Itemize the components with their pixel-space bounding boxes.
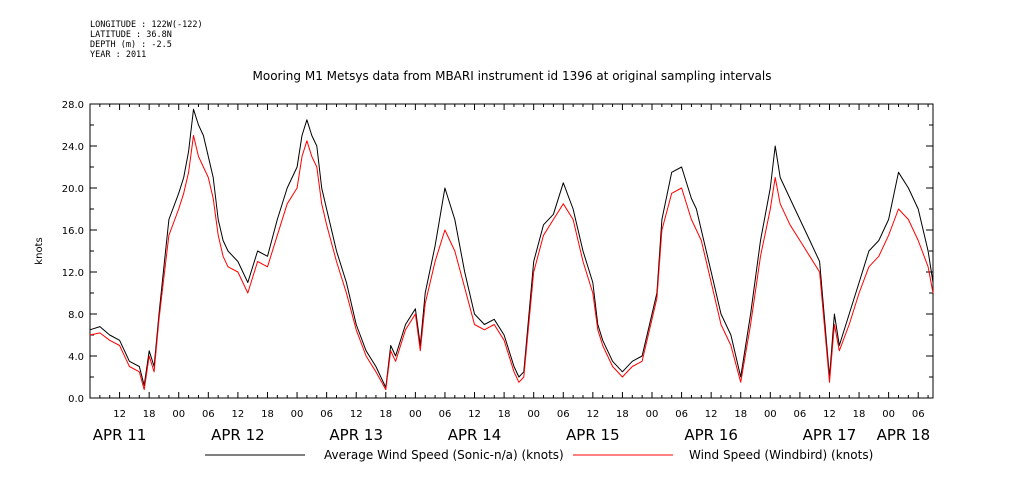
x-tick-label: 18 <box>734 409 747 420</box>
x-tick-label: 06 <box>439 409 452 420</box>
x-tick-label: 12 <box>705 409 718 420</box>
y-tick-label: 20.0 <box>62 184 84 195</box>
axes-frame: 0.0 4.0 8.0 12.0 16.0 20.0 24.0 28.0 12 18 00 06 12 1… <box>62 100 934 444</box>
x-tick-label: 12 <box>586 409 599 420</box>
latitude-label: LATITUDE : 36.8N <box>90 30 172 40</box>
x-date-label: APR 11 <box>93 426 147 444</box>
x-tick-label: 06 <box>675 409 688 420</box>
x-tick-label: 18 <box>261 409 274 420</box>
depth-label: DEPTH (m) : -2.5 <box>90 40 172 50</box>
y-tick-label: 0.0 <box>68 394 84 405</box>
x-date-label: APR 18 <box>877 426 931 444</box>
x-date-label: APR 17 <box>803 426 857 444</box>
y-tick-label: 28.0 <box>62 100 84 111</box>
y-tick-label: 16.0 <box>62 226 84 237</box>
y-tick-label: 24.0 <box>62 142 84 153</box>
series-layer <box>89 108 934 391</box>
x-tick-label: 06 <box>912 409 925 420</box>
x-tick-label: 00 <box>291 409 304 420</box>
legend-label-1: Average Wind Speed (Sonic-n/a) (knots) <box>324 448 564 462</box>
longitude-label: LONGITUDE : 122W(-122) <box>90 20 203 30</box>
series-line-2 <box>89 135 934 391</box>
x-tick-label: 18 <box>498 409 511 420</box>
x-date-label: APR 13 <box>329 426 383 444</box>
chart-title: Mooring M1 Metsys data from MBARI instru… <box>253 69 772 83</box>
x-tick-label: 18 <box>616 409 629 420</box>
x-tick-label: 06 <box>202 409 215 420</box>
x-tick-label: 00 <box>527 409 540 420</box>
x-tick-label: 12 <box>468 409 481 420</box>
year-label: YEAR : 2011 <box>90 50 147 60</box>
x-tick-label: 12 <box>113 409 126 420</box>
x-tick-label: 06 <box>794 409 807 420</box>
y-tick-label: 12.0 <box>62 268 84 279</box>
metadata-block: LONGITUDE : 122W(-122) LATITUDE : 36.8N … <box>90 20 203 60</box>
x-tick-label: 12 <box>232 409 245 420</box>
x-tick-label: 12 <box>823 409 836 420</box>
x-tick-label: 18 <box>143 409 156 420</box>
x-tick-label: 18 <box>853 409 866 420</box>
x-tick-label: 18 <box>379 409 392 420</box>
y-tick-label: 4.0 <box>68 352 84 363</box>
y-axis-label: knots <box>34 237 45 264</box>
x-date-label: APR 15 <box>566 426 620 444</box>
x-tick-label: 00 <box>409 409 422 420</box>
x-tick-label: 12 <box>350 409 363 420</box>
x-date-label: APR 16 <box>684 426 738 444</box>
legend-label-2: Wind Speed (Windbird) (knots) <box>689 448 873 462</box>
x-date-label: APR 14 <box>448 426 502 444</box>
x-date-label: APR 12 <box>211 426 265 444</box>
series-line-1 <box>89 108 934 388</box>
x-tick-label: 00 <box>764 409 777 420</box>
x-tick-label: 00 <box>172 409 185 420</box>
x-tick-label: 00 <box>882 409 895 420</box>
x-tick-label: 00 <box>646 409 659 420</box>
legend: Average Wind Speed (Sonic-n/a) (knots) Wi… <box>205 448 873 462</box>
y-tick-label: 8.0 <box>68 310 84 321</box>
x-tick-label: 06 <box>557 409 570 420</box>
x-tick-label: 06 <box>320 409 333 420</box>
